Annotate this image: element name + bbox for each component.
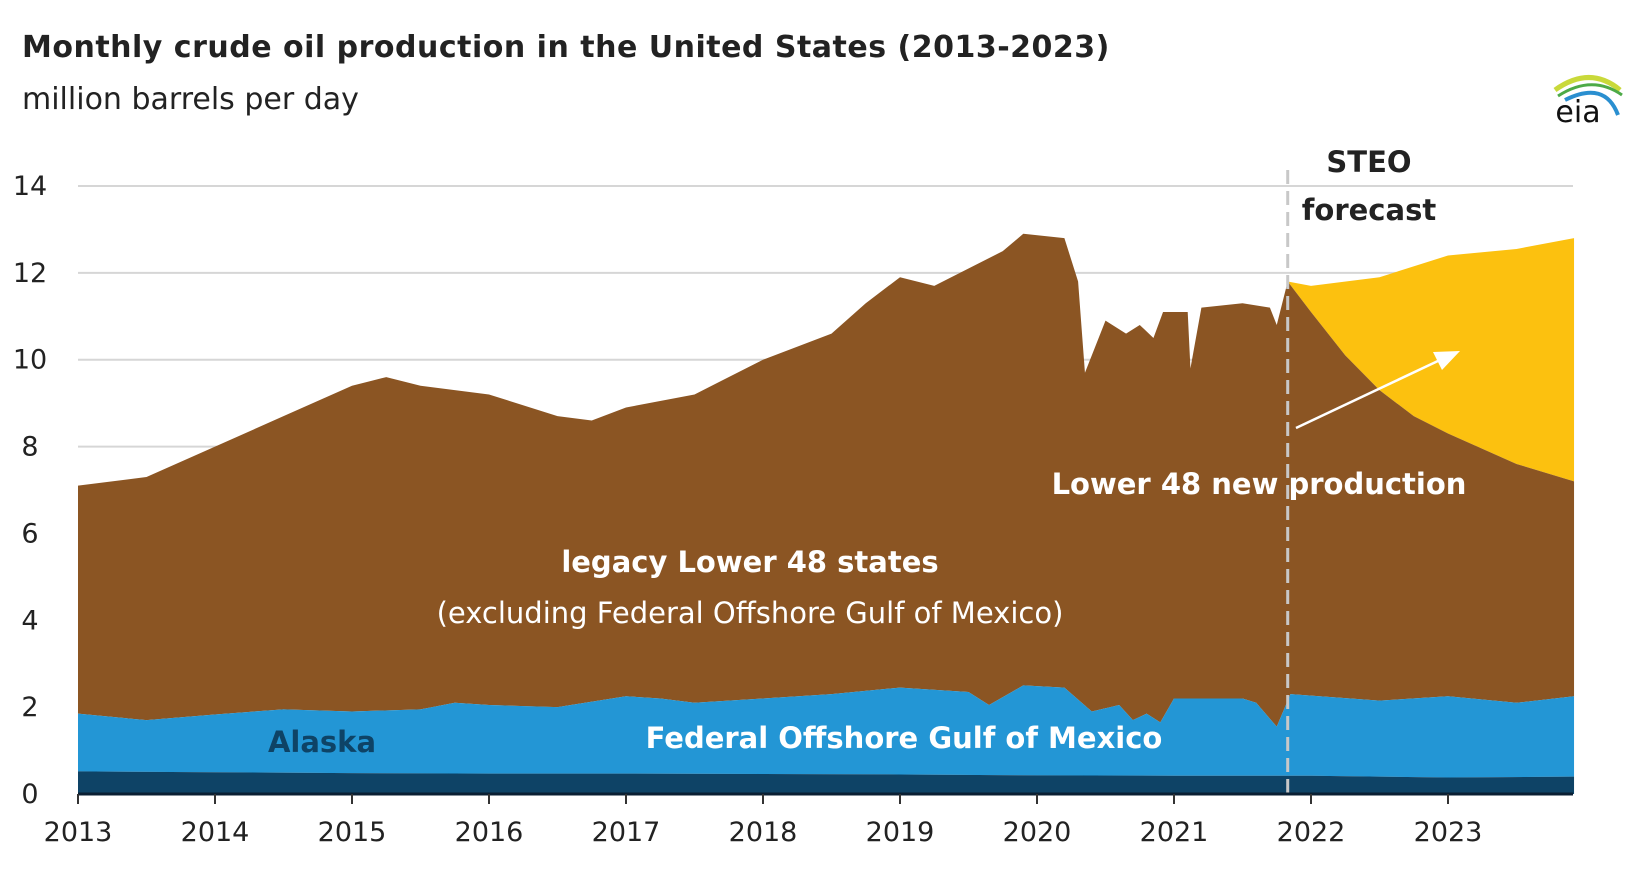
area-legacy-lower48 <box>78 233 1575 727</box>
gulf-label: Federal Offshore Gulf of Mexico <box>646 721 1163 755</box>
x-tick-label: 2021 <box>1140 817 1209 848</box>
chart-subtitle: million barrels per day <box>22 82 359 117</box>
y-tick-label: 0 <box>21 779 38 810</box>
y-tick-label: 4 <box>21 605 38 636</box>
legacy-note-label: (excluding Federal Offshore Gulf of Mexi… <box>437 596 1064 630</box>
y-tick-label: 10 <box>13 345 47 376</box>
x-tick-label: 2020 <box>1003 817 1072 848</box>
y-tick-label: 6 <box>21 518 38 549</box>
area-gulf-of-mexico <box>78 685 1575 778</box>
alaska-label: Alaska <box>268 725 376 759</box>
y-tick-label: 14 <box>13 171 47 202</box>
area-alaska <box>78 771 1575 794</box>
x-tick-label: 2019 <box>866 817 935 848</box>
x-tick-label: 2015 <box>318 817 387 848</box>
forecast-label-line1: STEO <box>1326 145 1411 179</box>
y-tick-label: 8 <box>21 432 38 463</box>
x-tick-label: 2013 <box>44 817 113 848</box>
legacy-label: legacy Lower 48 states <box>561 545 938 579</box>
x-tick-label: 2018 <box>729 817 798 848</box>
area-lower48-new-production <box>1287 238 1575 482</box>
eia-logo: eia <box>1553 75 1623 130</box>
x-tick-label: 2016 <box>455 817 524 848</box>
x-tick-label: 2023 <box>1414 817 1483 848</box>
y-tick-label: 12 <box>13 258 47 289</box>
y-tick-label: 2 <box>21 692 38 723</box>
x-tick-label: 2017 <box>592 817 661 848</box>
logo-text: eia <box>1555 95 1600 130</box>
x-tick-label: 2014 <box>181 817 250 848</box>
chart-title: Monthly crude oil production in the Unit… <box>22 30 1110 65</box>
arrow-annotation <box>1295 351 1460 430</box>
new-production-label: Lower 48 new production <box>1052 467 1467 501</box>
forecast-label-line2: forecast <box>1302 193 1437 227</box>
x-tick-label: 2022 <box>1277 817 1346 848</box>
